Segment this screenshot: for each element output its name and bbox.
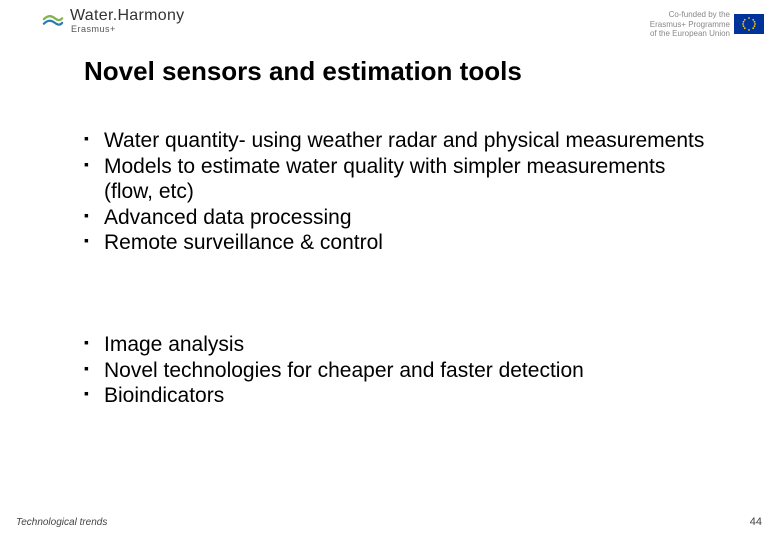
logo-subtitle: Erasmus+ [71, 25, 184, 34]
logo-text: Water.Harmony Erasmus+ [70, 8, 184, 34]
cofund-line3: of the European Union [650, 29, 730, 39]
water-harmony-icon [42, 10, 64, 32]
list-item: Novel technologies for cheaper and faste… [84, 358, 720, 384]
list-item: Water quantity- using weather radar and … [84, 128, 720, 154]
list-item: Bioindicators [84, 383, 720, 409]
bullet-group-1: Water quantity- using weather radar and … [84, 128, 720, 256]
bullet-group-2: Image analysis Novel technologies for ch… [84, 332, 720, 409]
logo-title: Water.Harmony [70, 8, 184, 24]
list-item: Advanced data processing [84, 205, 720, 231]
list-item: Models to estimate water quality with si… [84, 154, 720, 205]
slide: Water.Harmony Erasmus+ Co-funded by the … [0, 0, 780, 540]
header: Water.Harmony Erasmus+ Co-funded by the … [0, 8, 780, 48]
cofund-text: Co-funded by the Erasmus+ Programme of t… [650, 10, 730, 39]
cofund-block: Co-funded by the Erasmus+ Programme of t… [650, 10, 764, 39]
page-number: 44 [750, 516, 762, 528]
footer-left: Technological trends [16, 517, 107, 528]
logo-left: Water.Harmony Erasmus+ [42, 8, 184, 34]
cofund-line2: Erasmus+ Programme [650, 20, 730, 30]
list-item: Remote surveillance & control [84, 230, 720, 256]
eu-flag-icon [734, 14, 764, 34]
cofund-line1: Co-funded by the [650, 10, 730, 20]
list-item: Image analysis [84, 332, 720, 358]
page-title: Novel sensors and estimation tools [84, 56, 522, 87]
